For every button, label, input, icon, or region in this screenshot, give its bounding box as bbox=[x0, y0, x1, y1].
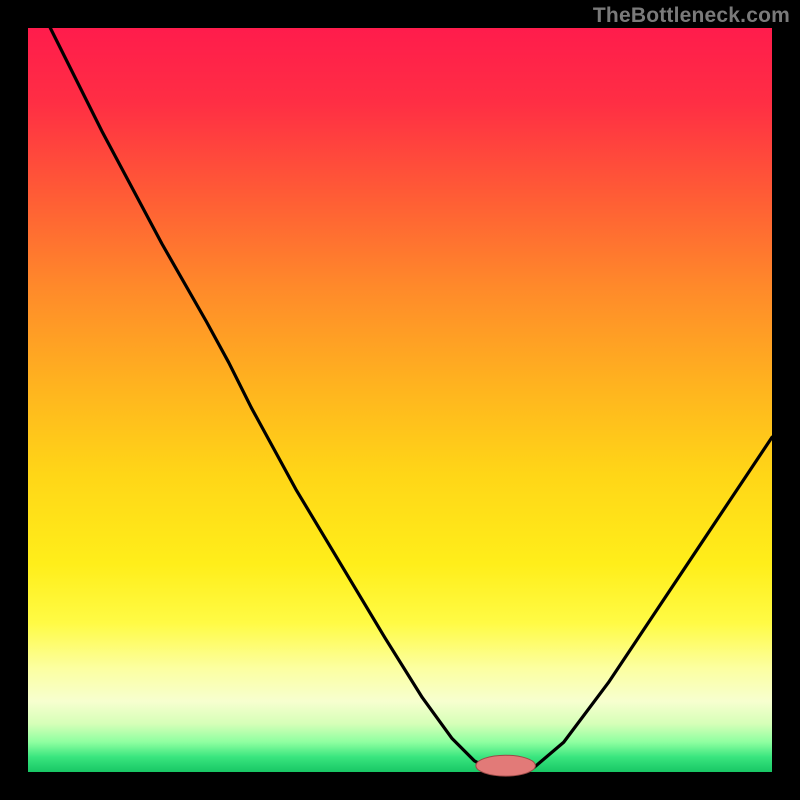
optimum-marker bbox=[476, 755, 536, 776]
bottleneck-chart bbox=[0, 0, 800, 800]
watermark-label: TheBottleneck.com bbox=[593, 4, 790, 28]
chart-frame: TheBottleneck.com bbox=[0, 0, 800, 800]
